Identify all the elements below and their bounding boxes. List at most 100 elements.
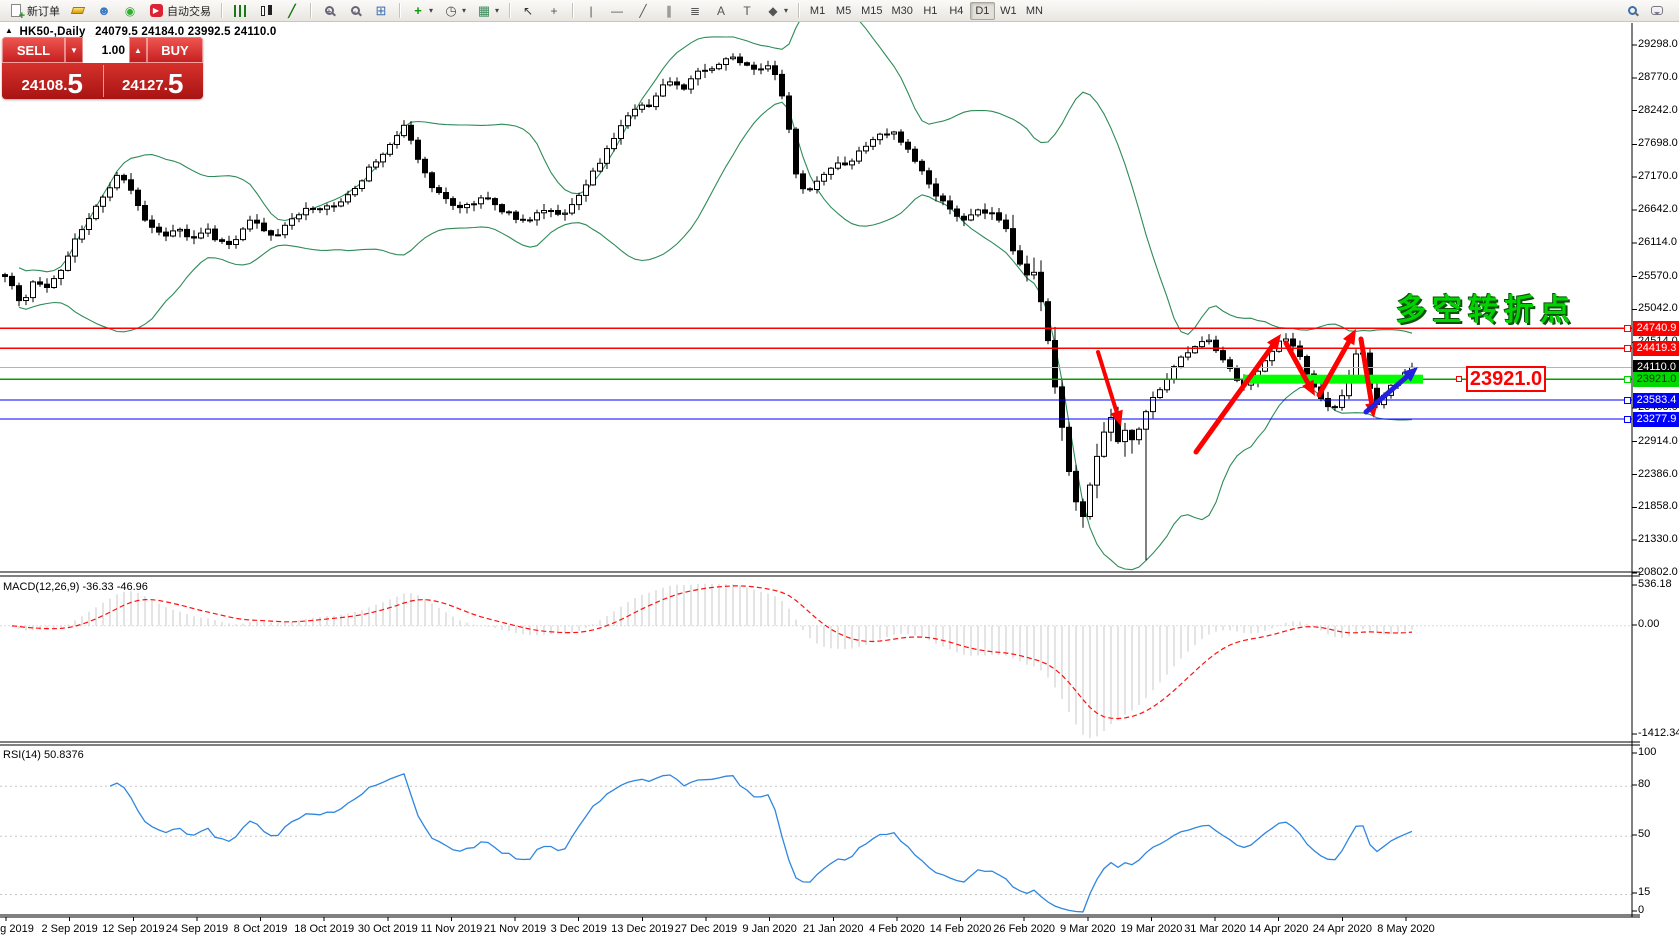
price-axis-label: 26114.0 xyxy=(1638,235,1677,248)
level-marker-square xyxy=(1624,396,1631,404)
timeframe-D1[interactable]: D1 xyxy=(969,1,995,20)
auto-trading-label: 自动交易 xyxy=(167,5,211,18)
text-icon: A xyxy=(717,3,726,18)
timeframe-H4[interactable]: H4 xyxy=(949,4,964,17)
bollinger-lower-band xyxy=(18,101,1413,571)
sell-button[interactable]: SELL xyxy=(2,37,65,63)
level-marker-square xyxy=(1624,375,1631,383)
date-axis-label: 9 Jan 2020 xyxy=(742,923,797,935)
date-axis-label: 14 Apr 2020 xyxy=(1249,923,1309,935)
date-axis-label: 9 Mar 2020 xyxy=(1059,923,1116,935)
rsi-axis-label: 50 xyxy=(1638,828,1651,840)
text-label-tool[interactable]: T xyxy=(735,1,759,20)
price-axis-label: 20802.0 xyxy=(1638,566,1678,578)
tile-windows-button[interactable]: ⊞ xyxy=(369,1,393,20)
toolbar-separator xyxy=(399,3,400,18)
volume-decrease-button[interactable]: ▼ xyxy=(65,37,83,63)
date-axis-label: 19 Mar 2020 xyxy=(1120,923,1183,935)
price-badge-23583.4: 23583.4 xyxy=(1633,392,1679,408)
volume-input[interactable] xyxy=(83,37,129,63)
macd-histogram xyxy=(11,583,1413,739)
trendline-tool[interactable]: ╱ xyxy=(631,1,655,20)
date-axis-label: 21 Nov 2019 xyxy=(483,923,547,935)
candles xyxy=(2,53,1415,561)
cursor-tool[interactable]: ↖ xyxy=(516,1,540,20)
fibonacci-tool[interactable]: ≣ xyxy=(683,1,707,20)
price-axis-label: 21858.0 xyxy=(1638,500,1678,513)
turning-point-annotation: 多空转折点 xyxy=(1396,294,1576,327)
collapse-triangle-icon: ▲ xyxy=(5,26,14,35)
rsi-label: RSI(14) 50.8376 xyxy=(3,749,84,761)
timeframe-W1[interactable]: W1 xyxy=(1000,4,1017,17)
trend-arrow-line xyxy=(1363,369,1415,415)
price-axis-label: 22914.0 xyxy=(1638,434,1678,447)
line-chart-icon: ╱ xyxy=(288,3,296,18)
date-axis-label: 26 Feb 2020 xyxy=(993,923,1056,935)
zoom-out-button[interactable]: - xyxy=(343,1,367,20)
chat-button[interactable] xyxy=(1647,1,1667,20)
zoom-in-button[interactable]: + xyxy=(317,1,341,20)
auto-trading-button[interactable]: ▶ 自动交易 xyxy=(144,1,215,20)
macd-axis-label: -1412.34 xyxy=(1638,727,1679,739)
rsi-axis-label: 80 xyxy=(1638,778,1651,790)
line-chart-button[interactable]: ╱ xyxy=(280,1,304,20)
date-axis-label: 8 Oct 2019 xyxy=(233,923,288,935)
market-watch-button[interactable] xyxy=(66,1,90,20)
timeframe-M1[interactable]: M1 xyxy=(809,4,826,17)
date-axis-label: 30 Oct 2019 xyxy=(357,923,418,935)
rsi-axis-label: 15 xyxy=(1638,886,1651,898)
toolbar-separator xyxy=(572,3,574,18)
date-axis-label: 11 Nov 2019 xyxy=(420,923,483,935)
templates-button[interactable]: ▦ ▾ xyxy=(472,1,503,20)
price-badge-24419.3: 24419.3 xyxy=(1633,340,1679,356)
rsi-axis-label: 100 xyxy=(1638,746,1657,758)
trend-arrow-line xyxy=(1096,350,1121,421)
date-axis-label: 24 Apr 2020 xyxy=(1312,923,1373,935)
timeframe-MN[interactable]: MN xyxy=(1025,4,1043,17)
zoom-out-icon: - xyxy=(350,6,360,16)
indicators-button[interactable]: + ▾ xyxy=(406,1,437,20)
toolbar-separator xyxy=(221,3,222,18)
trend-arrow-head xyxy=(1266,334,1281,350)
date-axis-label: 2 Sep 2019 xyxy=(41,923,98,935)
new-order-icon xyxy=(11,4,25,22)
accounts-button[interactable]: ☻ xyxy=(92,1,116,20)
rsi-line xyxy=(109,772,1413,913)
vertical-line-icon: | xyxy=(589,3,593,18)
price-badge-23921.0: 23921.0 xyxy=(1633,371,1679,387)
symbol-ohlc: 24079.5 24184.0 23992.5 24110.0 xyxy=(95,26,277,38)
crosshair-tool[interactable]: + xyxy=(542,1,566,20)
timeframe-M5[interactable]: M5 xyxy=(835,4,852,17)
timeframe-H1[interactable]: H1 xyxy=(923,4,938,17)
vertical-line-tool[interactable]: | xyxy=(579,1,603,20)
buy-price[interactable]: 24127. 5 xyxy=(122,68,184,99)
text-tool[interactable]: A xyxy=(709,1,733,20)
timeframe-group: M1 M5 M15 M30 H1 H4 D1 W1 MN xyxy=(805,1,1047,20)
volume-increase-button[interactable]: ▲ xyxy=(129,37,147,63)
channel-tool[interactable]: ∥ xyxy=(657,1,681,20)
sell-price[interactable]: 24108. 5 xyxy=(21,68,83,99)
timeframe-M15[interactable]: M15 xyxy=(861,4,883,17)
periods-button[interactable]: ◷ ▾ xyxy=(439,1,470,20)
trend-arrow-line xyxy=(1358,336,1376,413)
candlestick-chart-button[interactable] xyxy=(254,1,278,20)
rsi-axis-label: 0 xyxy=(1638,904,1645,916)
toolbar-separator xyxy=(509,3,511,18)
signals-button[interactable]: ◉ xyxy=(118,1,142,20)
date-axis-label: 21 Jan 2020 xyxy=(802,923,864,935)
new-order-button[interactable]: 新订单 xyxy=(4,1,64,22)
price-badge-24110.0: 24110.0 xyxy=(1633,359,1679,375)
chat-icon xyxy=(1651,6,1663,15)
search-button[interactable] xyxy=(1624,1,1641,20)
bar-chart-button[interactable] xyxy=(228,1,252,20)
timeframe-M30[interactable]: M30 xyxy=(891,4,913,17)
horizontal-line-tool[interactable]: — xyxy=(605,1,629,20)
trend-arrow-head xyxy=(1402,367,1418,382)
chevron-down-icon: ▾ xyxy=(784,6,789,15)
toolbar-separator xyxy=(798,3,800,18)
arrows-tool[interactable]: ◆ ▾ xyxy=(761,1,792,20)
price-axis-label: 26642.0 xyxy=(1638,203,1678,216)
buy-button[interactable]: BUY xyxy=(147,37,203,63)
